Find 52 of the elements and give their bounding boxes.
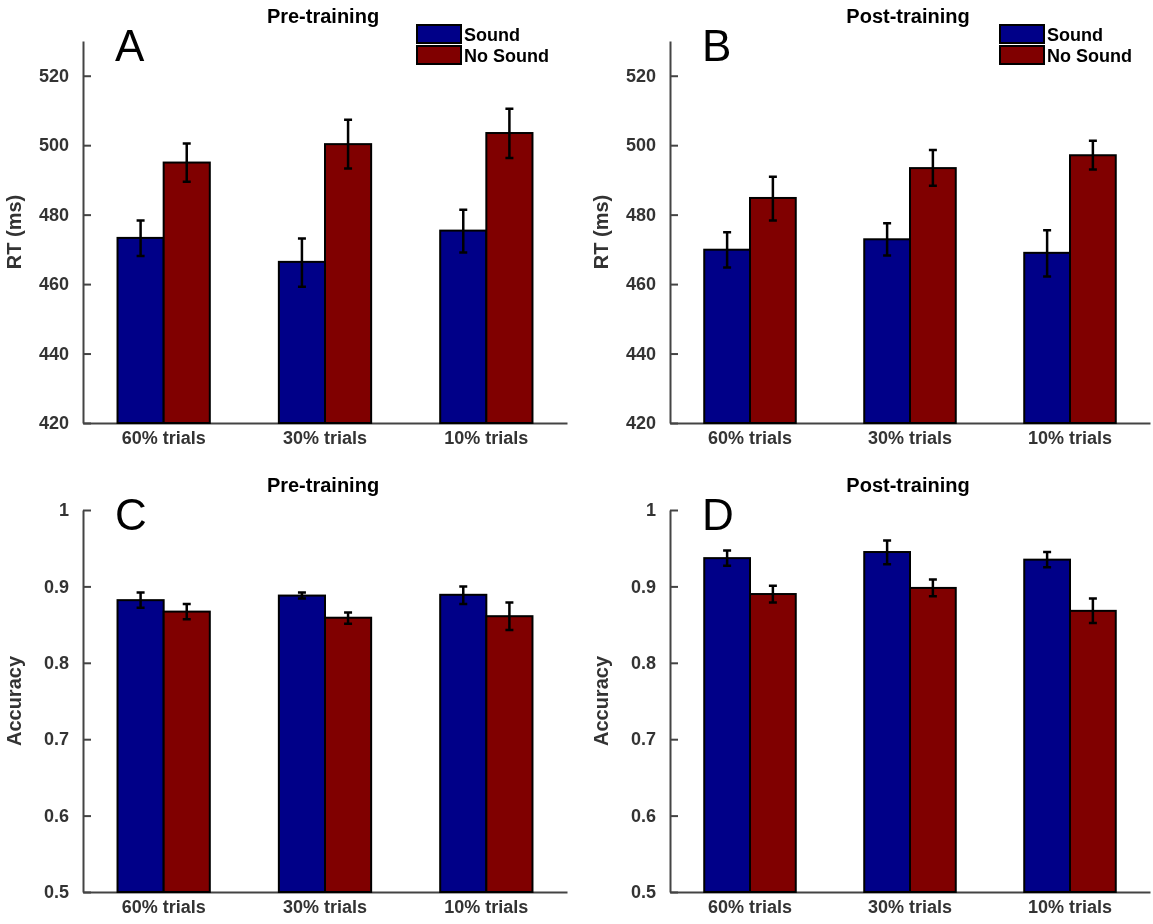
chart-title: Post-training	[846, 5, 970, 27]
y-tick-label: 0.8	[43, 653, 69, 674]
x-tick-label: 60% trials	[707, 896, 793, 917]
y-tick-label: 0.7	[43, 729, 69, 750]
y-tick-label: 0.6	[43, 805, 69, 826]
y-tick-label: 500	[38, 135, 69, 156]
legend-label: No Sound	[464, 46, 549, 66]
y-tick-label: 0.5	[43, 882, 69, 903]
x-tick-label: 10% trials	[1027, 896, 1113, 917]
x-tick-label: 30% trials	[282, 896, 368, 917]
y-tick-label: 440	[38, 343, 69, 364]
y-tick-label: 460	[38, 274, 69, 295]
y-tick-label: 480	[625, 204, 656, 225]
x-tick-label: 30% trials	[282, 427, 368, 448]
y-tick-label: 520	[625, 65, 656, 86]
y-tick-label: 0.7	[630, 729, 656, 750]
x-tick-label: 60% trials	[121, 427, 206, 448]
x-tick-label: 10% trials	[444, 896, 529, 917]
y-tick-label: 500	[625, 135, 656, 156]
y-tick-label: 0.8	[630, 653, 656, 674]
y-tick-label: 460	[625, 274, 656, 295]
y-axis-title: Accuracy	[3, 655, 25, 747]
legend-label: No Sound	[1047, 46, 1132, 66]
chart-title: Pre-training	[266, 5, 380, 27]
y-tick-label: 520	[38, 65, 69, 86]
y-tick-label: 1	[645, 500, 656, 521]
y-tick-label: 420	[38, 413, 69, 434]
chart-title: Pre-training	[266, 474, 380, 496]
y-axis-title: Accuracy	[590, 655, 612, 747]
y-tick-label: 0.6	[630, 805, 656, 826]
y-tick-label: 480	[38, 204, 69, 225]
annotation: D	[702, 490, 734, 539]
x-tick-label: 10% trials	[444, 427, 529, 448]
annotation: B	[702, 21, 732, 70]
y-tick-label: 1	[58, 500, 69, 521]
x-tick-label: 10% trials	[1027, 427, 1113, 448]
y-tick-label: 0.5	[630, 882, 656, 903]
x-tick-label: 30% trials	[867, 427, 953, 448]
x-tick-label: 60% trials	[707, 427, 793, 448]
y-axis-title: RT (ms)	[3, 194, 25, 270]
legend-label: Sound	[464, 25, 520, 45]
x-tick-label: 30% trials	[867, 896, 953, 917]
y-tick-label: 420	[625, 413, 656, 434]
annotation: A	[115, 21, 145, 70]
x-tick-label: 60% trials	[121, 896, 206, 917]
y-tick-label: 440	[625, 343, 656, 364]
y-tick-label: 0.9	[43, 576, 69, 597]
legend-label: Sound	[1047, 25, 1103, 45]
chart-title: Post-training	[846, 474, 970, 496]
y-tick-label: 0.9	[630, 576, 656, 597]
y-axis-title: RT (ms)	[590, 194, 612, 270]
annotation: C	[115, 490, 147, 539]
